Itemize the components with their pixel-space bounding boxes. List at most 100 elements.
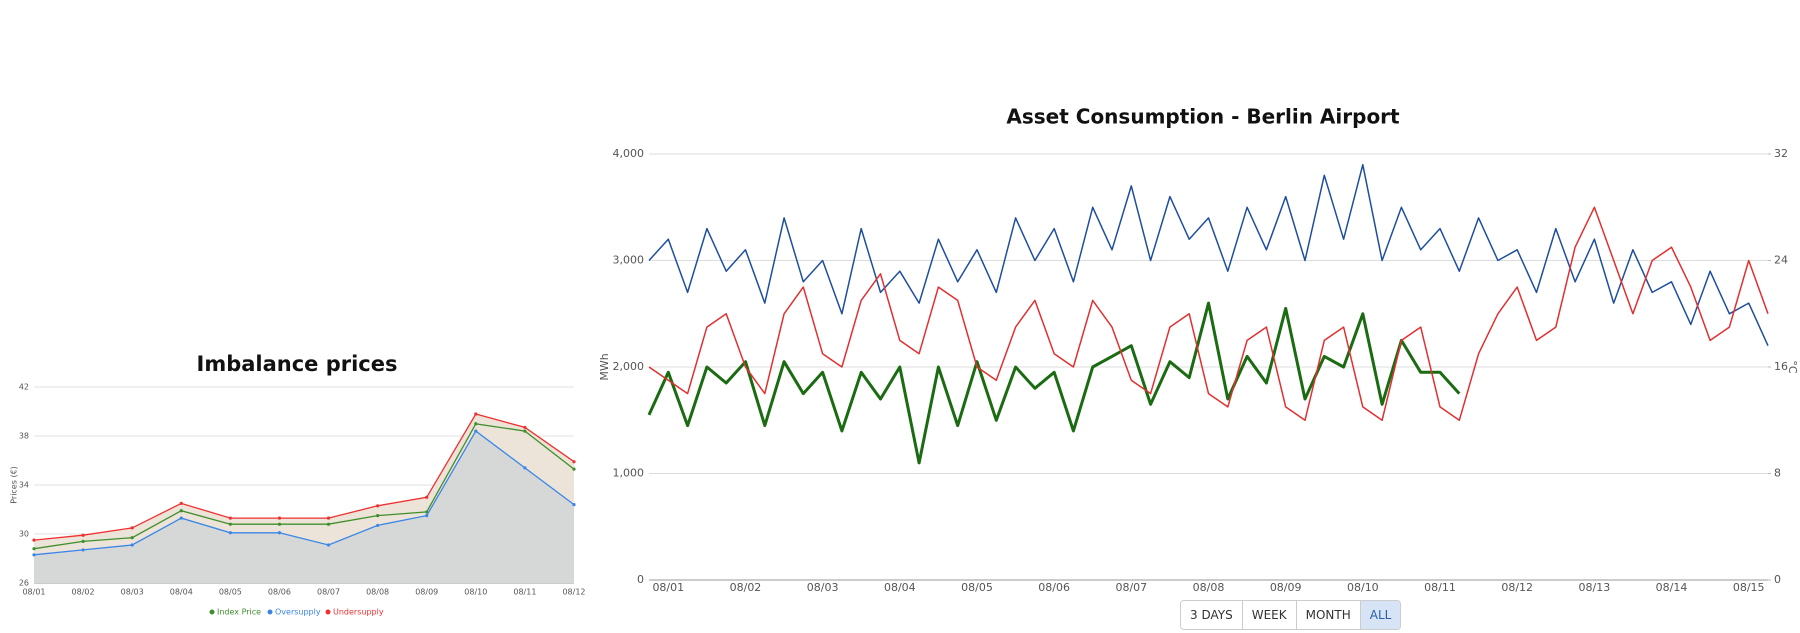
point [425, 510, 429, 514]
x-tick-label: 08/11 [1424, 581, 1456, 594]
x-tick-label: 08/15 [1733, 581, 1765, 594]
series-line [648, 206, 1769, 422]
point [572, 467, 576, 471]
x-tick-label: 08/10 [464, 588, 487, 597]
point [523, 429, 527, 433]
x-tick-label: 08/05 [219, 588, 242, 597]
x-tick-label: 08/01 [652, 581, 684, 594]
range-button[interactable]: WEEK [1242, 601, 1297, 629]
point [32, 547, 36, 551]
series-line [648, 163, 1769, 347]
y-tick-label: 0 [637, 573, 644, 586]
x-tick-label: 08/07 [1115, 581, 1147, 594]
point [81, 539, 85, 543]
x-tick-label: 08/09 [415, 588, 438, 597]
point [179, 501, 183, 505]
series-line [33, 430, 575, 556]
point [326, 543, 331, 547]
point [81, 548, 85, 552]
point [130, 536, 134, 540]
area-fill [34, 431, 574, 583]
x-tick-label: 08/04 [170, 588, 193, 597]
range-button[interactable]: 3 DAYS [1181, 601, 1243, 629]
x-tick-label: 08/01 [22, 588, 45, 597]
x-tick-label: 08/12 [1501, 581, 1533, 594]
point [179, 509, 183, 513]
series-line [33, 423, 575, 550]
x-tick-label: 08/13 [1579, 581, 1611, 594]
x-tick-label: 08/02 [72, 588, 95, 597]
point [376, 504, 380, 508]
series-line [33, 413, 575, 541]
legend-swatch [325, 609, 331, 615]
x-tick-label: 08/09 [1270, 581, 1302, 594]
x-tick-label: 08/07 [317, 588, 340, 597]
legend-label: Oversupply [275, 608, 321, 617]
point [572, 503, 576, 507]
chart-title: Imbalance prices [197, 352, 398, 376]
x-tick-label: 08/12 [562, 588, 585, 597]
y-tick-label: 34 [19, 481, 29, 490]
y-tick-label: 42 [19, 383, 29, 392]
y-tick-label: 38 [19, 432, 29, 441]
y-tick-label: 3,000 [613, 254, 645, 267]
point [474, 412, 478, 416]
point [326, 516, 331, 520]
y-tick-label: 4,000 [613, 147, 645, 160]
x-tick-label: 08/05 [961, 581, 993, 594]
x-tick-label: 08/08 [366, 588, 389, 597]
x-tick-label: 08/08 [1193, 581, 1225, 594]
point [474, 422, 478, 426]
range-button[interactable]: MONTH [1296, 601, 1361, 629]
point [277, 516, 282, 520]
legend-swatch [267, 609, 273, 615]
point [376, 523, 380, 528]
point [425, 495, 429, 499]
series-line [647, 301, 1461, 465]
legend-label: Index Price [217, 608, 261, 617]
x-tick-label: 08/10 [1347, 581, 1379, 594]
y2-tick-label: 8 [1774, 467, 1781, 480]
point [277, 522, 282, 526]
x-tick-label: 08/06 [268, 588, 291, 597]
y2-tick-label: 32 [1774, 147, 1788, 160]
range-selector: 3 DAYS WEEK MONTH ALL [1180, 600, 1402, 630]
point [32, 553, 36, 557]
x-tick-label: 08/06 [1038, 581, 1070, 594]
point [179, 516, 183, 520]
point [474, 429, 478, 433]
y-tick-label: 2,000 [613, 360, 645, 373]
y-axis-label: Prices (€) [10, 466, 19, 504]
point [523, 425, 527, 430]
point [425, 514, 429, 518]
point [572, 460, 576, 464]
point [376, 514, 380, 518]
point [130, 543, 134, 547]
x-tick-label: 08/02 [730, 581, 762, 594]
x-tick-label: 08/14 [1656, 581, 1688, 594]
y2-tick-label: 24 [1774, 254, 1788, 267]
point [228, 531, 232, 535]
point [326, 522, 331, 526]
legend-label: Undersupply [333, 608, 384, 617]
point [32, 538, 36, 542]
range-button[interactable]: ALL [1360, 601, 1401, 629]
x-tick-label: 08/11 [513, 588, 536, 597]
y-axis-label: MWh [598, 353, 611, 380]
x-tick-label: 08/03 [807, 581, 839, 594]
y-tick-label: 26 [19, 579, 29, 588]
x-tick-label: 08/04 [884, 581, 916, 594]
y-tick-label: 1,000 [613, 467, 645, 480]
y2-tick-label: 0 [1774, 573, 1781, 586]
chart-title: Asset Consumption - Berlin Airport [1006, 105, 1400, 129]
y2-axis-label: °C [1786, 360, 1799, 374]
point [130, 526, 134, 530]
x-tick-label: 08/03 [121, 588, 144, 597]
point [228, 522, 232, 526]
point [277, 531, 282, 535]
point [523, 466, 527, 470]
y-tick-label: 30 [19, 530, 29, 539]
legend-swatch [209, 609, 215, 615]
